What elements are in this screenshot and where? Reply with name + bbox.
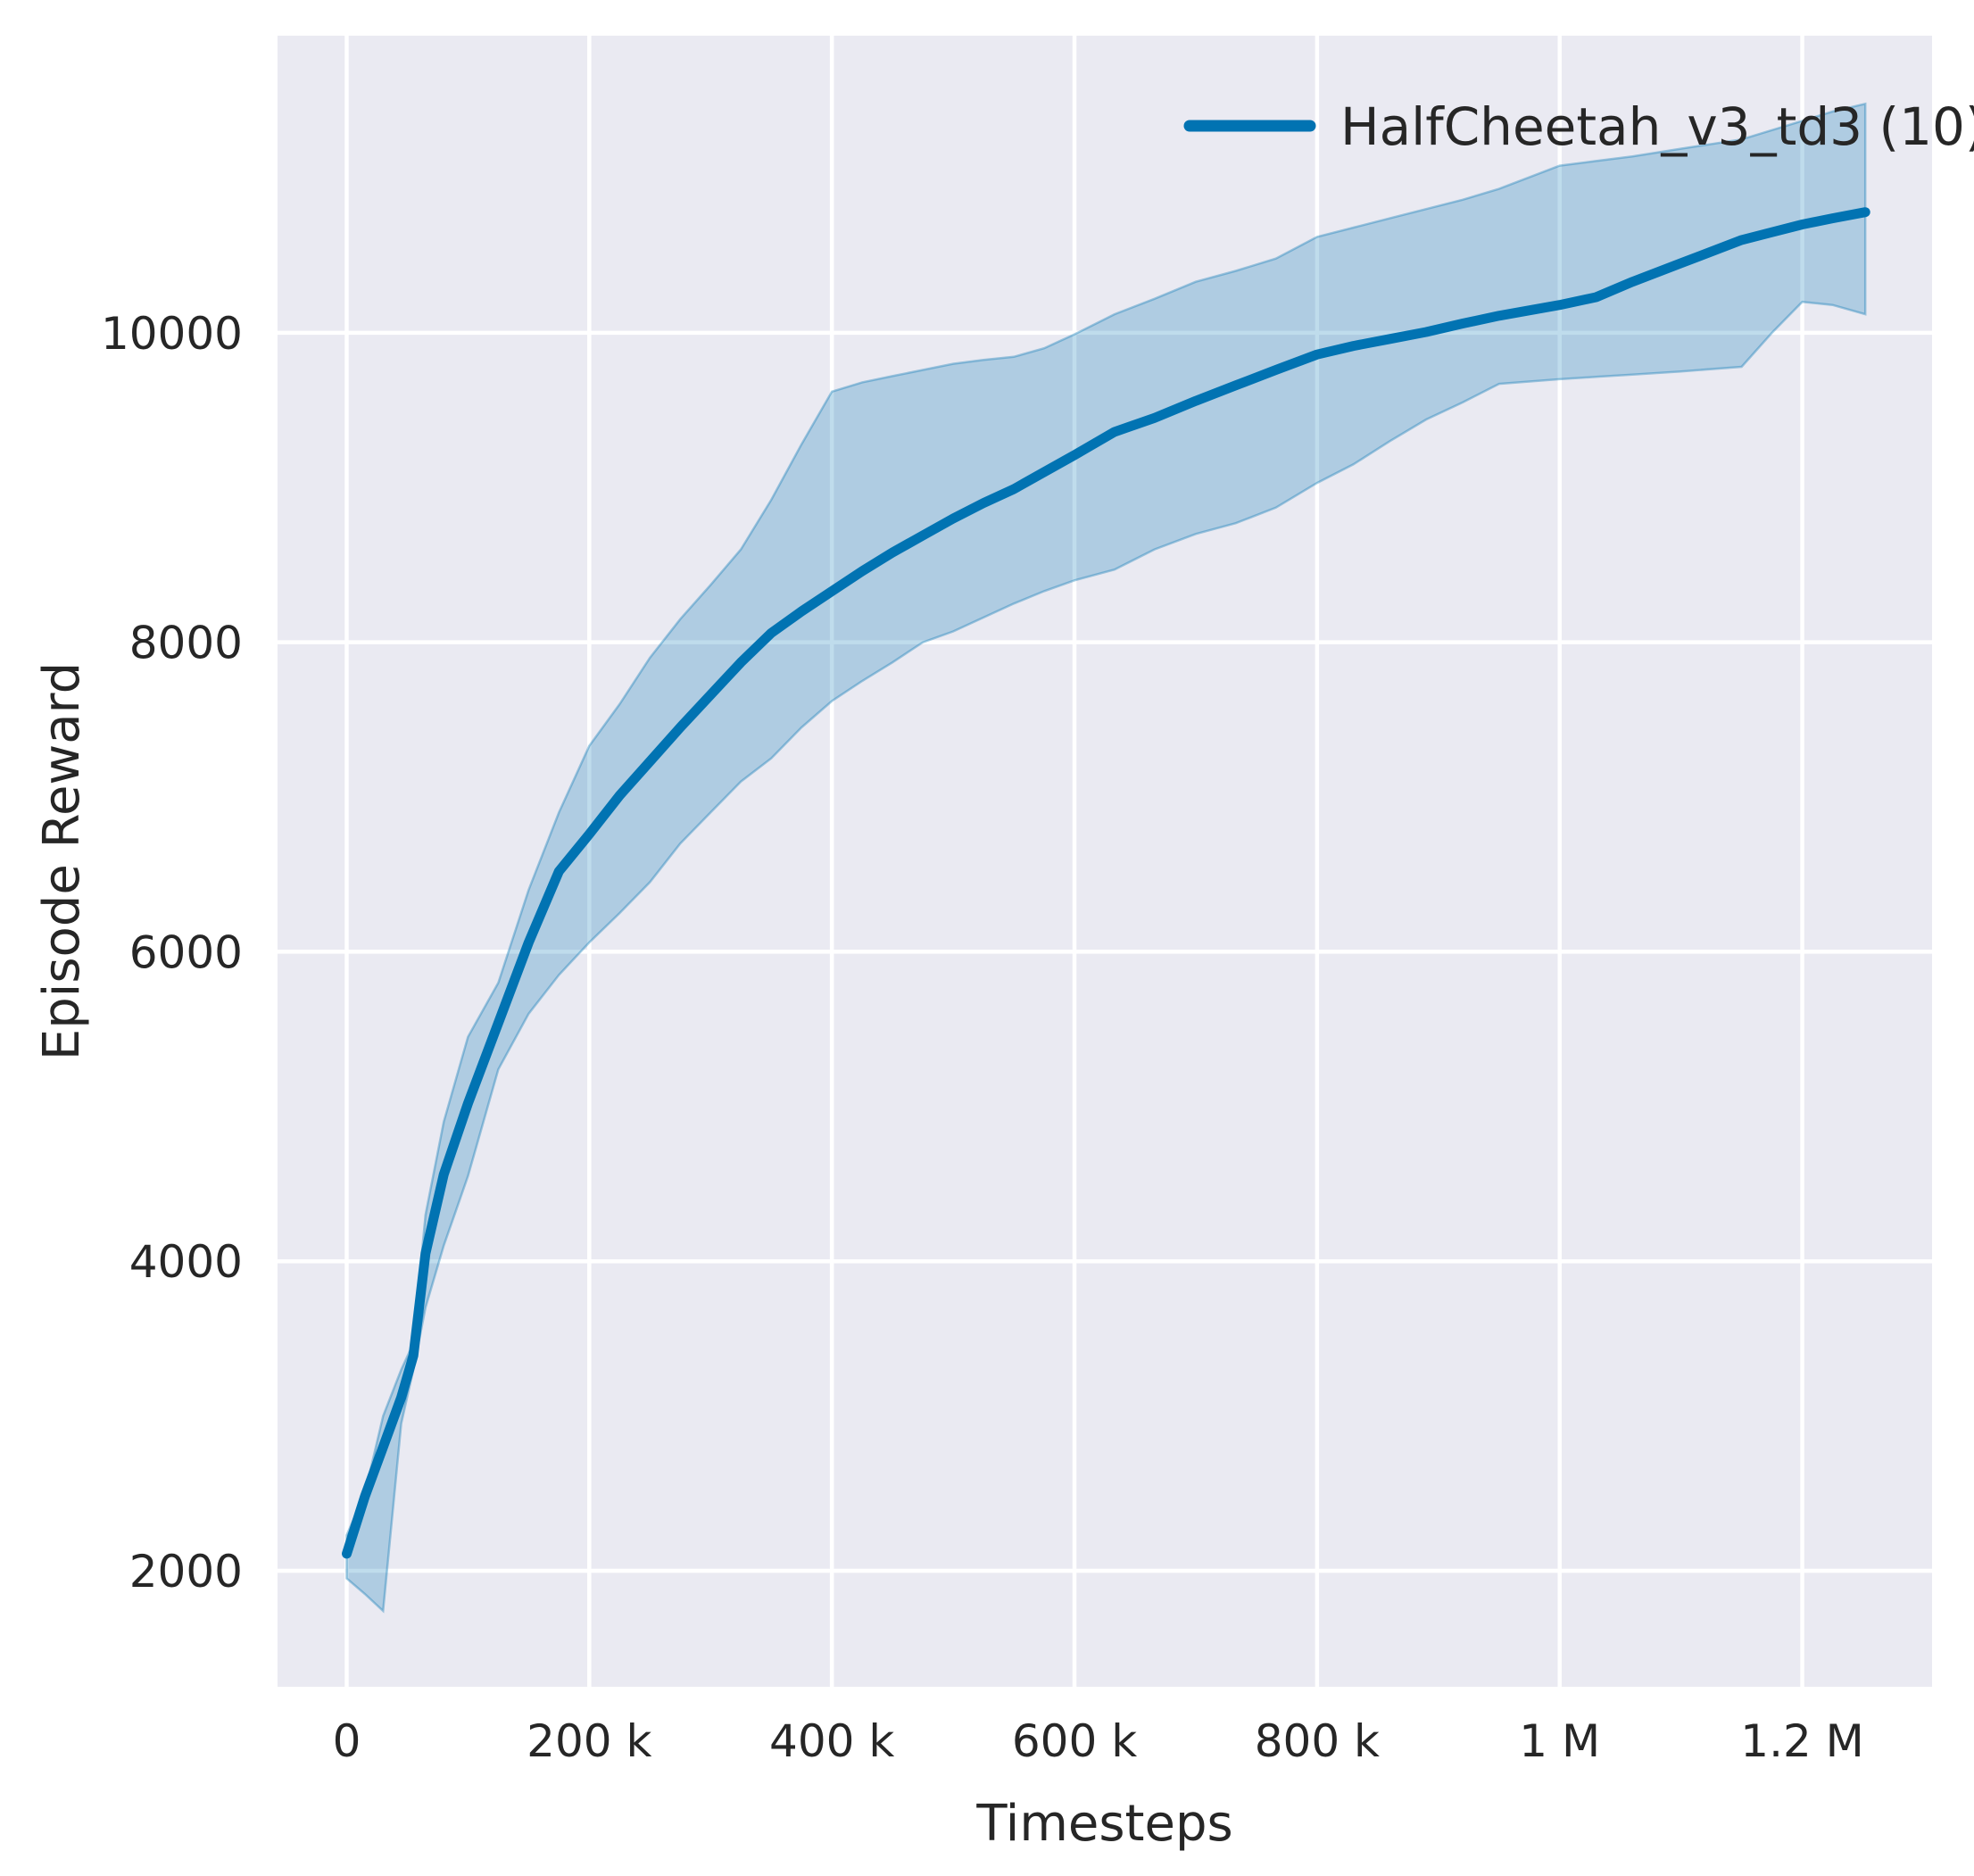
- x-axis-label: Timesteps: [975, 1795, 1232, 1853]
- y-tick-label: 2000: [129, 1546, 243, 1598]
- x-tick-label: 0: [333, 1715, 361, 1767]
- x-tick-label: 1.2 M: [1740, 1715, 1864, 1767]
- y-axis-label: Episode Reward: [33, 662, 91, 1060]
- y-tick-label: 6000: [129, 926, 243, 978]
- legend: HalfCheetah_v3_td3 (10): [1183, 96, 1974, 157]
- x-tick-label: 400 k: [769, 1715, 894, 1767]
- x-tick-label: 800 k: [1255, 1715, 1380, 1767]
- plot-background: [278, 36, 1932, 1687]
- y-tick-label: 4000: [129, 1236, 243, 1288]
- x-tick-label: 1 M: [1519, 1715, 1600, 1767]
- x-tick-label: 200 k: [527, 1715, 651, 1767]
- y-tick-label: 10000: [101, 308, 243, 360]
- x-tick-label: 600 k: [1012, 1715, 1137, 1767]
- y-tick-labels: 2000 4000 6000 8000 10000: [101, 308, 243, 1598]
- grid-lines: [278, 36, 1932, 1687]
- y-tick-label: 8000: [129, 618, 243, 669]
- reward-line: [342, 207, 1870, 1559]
- x-tick-labels: 0 200 k 400 k 600 k 800 k 1 M 1.2 M: [333, 1715, 1864, 1767]
- legend-label: HalfCheetah_v3_td3 (10): [1340, 96, 1974, 157]
